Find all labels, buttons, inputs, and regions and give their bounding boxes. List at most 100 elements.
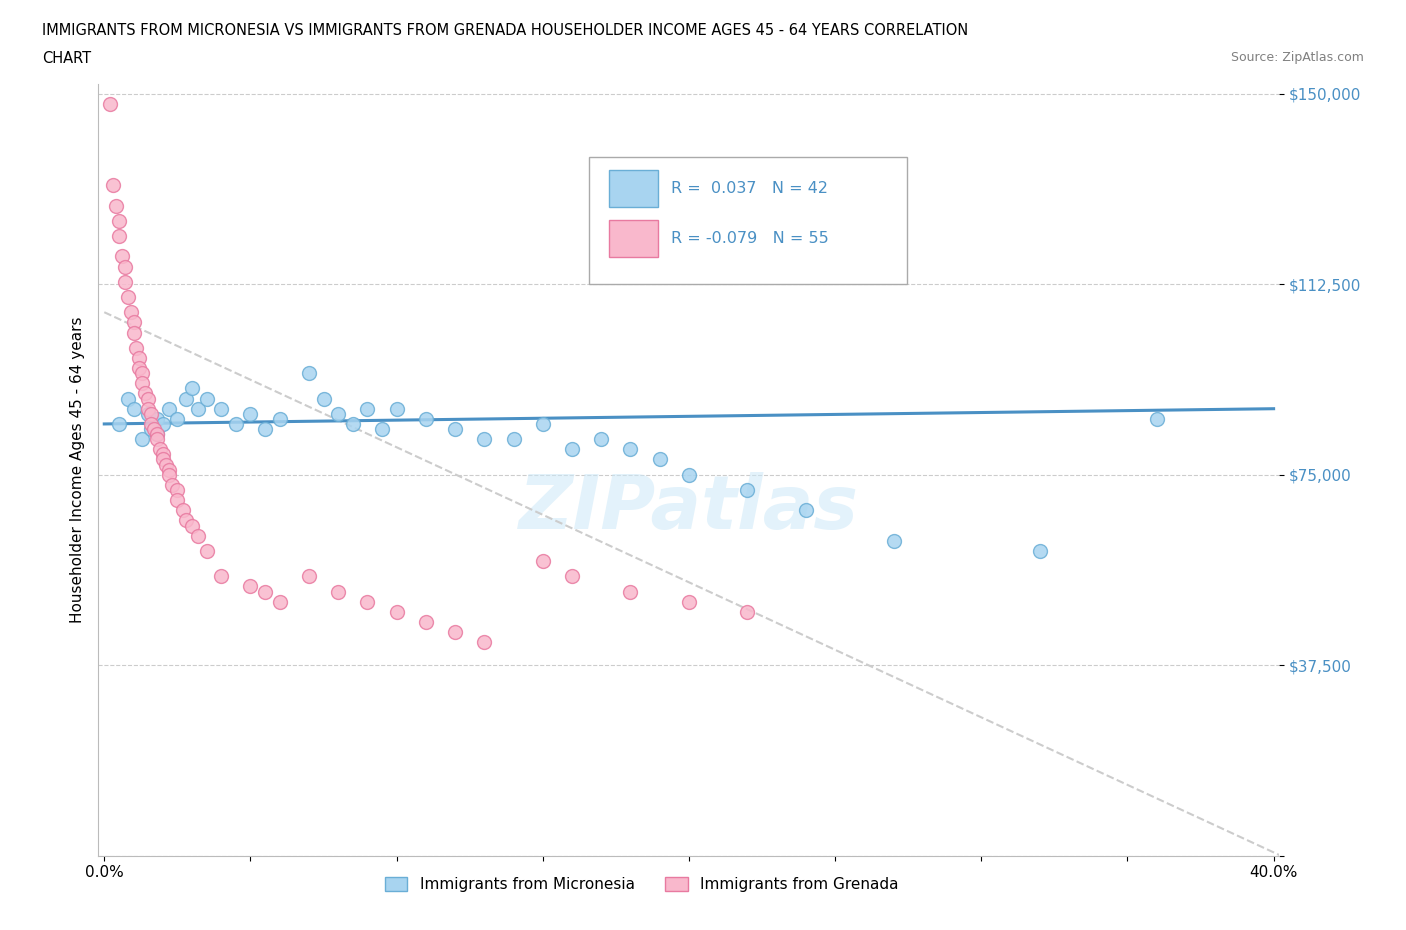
Point: [195, 543, 218, 558]
Point: [108, 213, 131, 228]
Point: [152, 452, 174, 467]
Point: [209, 569, 232, 584]
Point: [157, 401, 180, 416]
Point: [444, 421, 467, 436]
Point: [737, 604, 759, 619]
Point: [371, 421, 394, 436]
Point: [174, 392, 197, 406]
Point: [561, 442, 583, 457]
Point: [152, 447, 174, 462]
Point: [209, 401, 232, 416]
Point: [157, 462, 180, 477]
Point: [174, 513, 197, 528]
Point: [187, 528, 209, 543]
Point: [152, 417, 174, 432]
Point: [128, 361, 150, 376]
Point: [737, 483, 759, 498]
Point: [108, 229, 131, 244]
Point: [143, 421, 166, 436]
Point: [502, 432, 524, 446]
Point: [157, 467, 180, 482]
Point: [139, 421, 162, 436]
Point: [131, 376, 153, 391]
Point: [444, 625, 467, 640]
Point: [117, 289, 139, 304]
Point: [166, 411, 188, 426]
Point: [181, 381, 204, 396]
Point: [239, 406, 262, 421]
Point: [883, 533, 905, 548]
Point: [326, 406, 349, 421]
Point: [239, 579, 262, 594]
Point: [187, 401, 209, 416]
Point: [136, 406, 159, 421]
Legend: Immigrants from Micronesia, Immigrants from Grenada: Immigrants from Micronesia, Immigrants f…: [378, 870, 905, 898]
Point: [108, 417, 131, 432]
Point: [619, 442, 641, 457]
Point: [172, 503, 194, 518]
Point: [160, 477, 183, 492]
Point: [131, 432, 153, 446]
Point: [101, 178, 124, 193]
Point: [385, 604, 408, 619]
Point: [98, 97, 121, 112]
Point: [472, 432, 495, 446]
Point: [356, 594, 378, 609]
Text: R = -0.079   N = 55: R = -0.079 N = 55: [671, 232, 830, 246]
Point: [269, 411, 291, 426]
Point: [1029, 543, 1052, 558]
Point: [1146, 411, 1168, 426]
Point: [269, 594, 291, 609]
Point: [195, 392, 218, 406]
Text: Source: ZipAtlas.com: Source: ZipAtlas.com: [1230, 51, 1364, 64]
Text: CHART: CHART: [42, 51, 91, 66]
Text: IMMIGRANTS FROM MICRONESIA VS IMMIGRANTS FROM GRENADA HOUSEHOLDER INCOME AGES 45: IMMIGRANTS FROM MICRONESIA VS IMMIGRANTS…: [42, 23, 969, 38]
Point: [472, 635, 495, 650]
Point: [415, 615, 437, 630]
Text: R =  0.037   N = 42: R = 0.037 N = 42: [671, 181, 828, 196]
Point: [225, 417, 247, 432]
Point: [648, 452, 671, 467]
Point: [531, 417, 554, 432]
Point: [122, 326, 145, 340]
Point: [385, 401, 408, 416]
Bar: [609, 170, 658, 207]
Point: [149, 442, 172, 457]
Point: [561, 569, 583, 584]
Point: [136, 401, 159, 416]
Point: [678, 594, 700, 609]
Point: [181, 518, 204, 533]
Point: [120, 305, 142, 320]
Point: [166, 483, 188, 498]
Point: [139, 417, 162, 432]
Point: [298, 365, 321, 380]
Point: [298, 569, 321, 584]
Point: [146, 427, 169, 442]
Point: [794, 503, 817, 518]
Point: [678, 467, 700, 482]
Point: [125, 340, 148, 355]
Point: [166, 493, 188, 508]
Point: [342, 417, 364, 432]
Text: ZIPatlas: ZIPatlas: [519, 472, 859, 545]
Point: [254, 421, 277, 436]
Point: [114, 274, 136, 289]
Point: [128, 351, 150, 365]
Point: [155, 458, 177, 472]
Point: [619, 584, 641, 599]
FancyBboxPatch shape: [589, 157, 907, 285]
Point: [146, 432, 169, 446]
Point: [146, 411, 169, 426]
Bar: [609, 220, 658, 258]
Point: [122, 401, 145, 416]
Point: [111, 249, 134, 264]
Point: [591, 432, 613, 446]
Point: [114, 259, 136, 274]
Point: [146, 427, 169, 442]
Point: [122, 315, 145, 330]
Point: [134, 386, 156, 401]
Point: [415, 411, 437, 426]
Point: [254, 584, 277, 599]
Point: [531, 553, 554, 568]
Point: [356, 401, 378, 416]
